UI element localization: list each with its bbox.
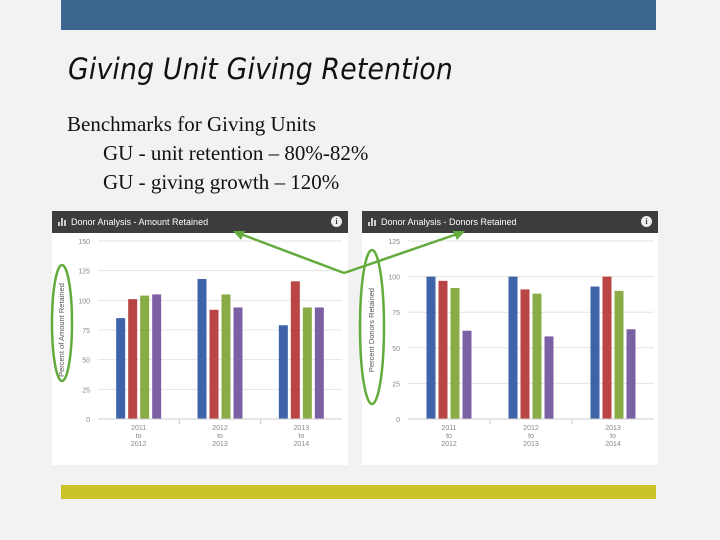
top-accent-bar — [61, 0, 656, 30]
chart-panel-donors-retained: Donor Analysis - Donors Retained i 0 25 50… — [362, 211, 658, 465]
bar[interactable] — [426, 276, 436, 419]
y-tick-label: 25 — [392, 381, 400, 388]
x-tick-label: 2013 — [523, 441, 539, 448]
bar[interactable] — [233, 307, 243, 419]
x-tick-label: 2012 — [441, 441, 457, 448]
bar-chart-icon — [368, 218, 377, 226]
x-tick-label: to — [446, 433, 452, 440]
x-tick-label: 2011 — [441, 425, 456, 432]
bar[interactable] — [544, 336, 554, 419]
info-icon[interactable]: i — [331, 216, 342, 227]
x-tick-label: to — [136, 433, 142, 440]
y-tick-label: 25 — [82, 387, 90, 394]
y-axis-title: Percent Donors Retained — [367, 288, 376, 372]
benchmarks-heading: Benchmarks for Giving Units — [67, 112, 317, 136]
bar[interactable] — [438, 280, 448, 419]
bar[interactable] — [314, 307, 324, 419]
bar[interactable] — [602, 276, 612, 419]
y-tick-label: 50 — [392, 346, 400, 353]
bar[interactable] — [614, 290, 624, 419]
x-tick-label: to — [217, 433, 223, 440]
x-tick-label: 2012 — [523, 425, 539, 432]
y-axis-title: Percent of Amount Retained — [57, 283, 66, 377]
chart-title: Donor Analysis - Amount Retained — [71, 217, 209, 227]
bar[interactable] — [508, 276, 518, 419]
chart-plot-amount-retained: 0 25 50 75 100 125 150 Percent of Amount Retain… — [57, 239, 342, 448]
y-tick-label: 0 — [396, 417, 400, 424]
y-tick-label: 125 — [388, 239, 400, 246]
bar[interactable] — [520, 289, 530, 419]
chart-title: Donor Analysis - Donors Retained — [381, 217, 517, 227]
bar[interactable] — [221, 294, 231, 419]
y-tick-label: 100 — [388, 275, 400, 282]
slide-title: Giving Unit Giving Retention — [68, 52, 454, 86]
x-tick-label: 2013 — [294, 425, 310, 432]
bar[interactable] — [290, 281, 300, 419]
bar[interactable] — [278, 325, 288, 419]
x-tick-label: 2011 — [131, 425, 146, 432]
x-tick-label: to — [528, 433, 534, 440]
bar[interactable] — [450, 287, 460, 419]
bar[interactable] — [590, 286, 600, 419]
chart-plot-donors-retained: 0 25 50 75 100 125 Percent Donors Retained 2011… — [367, 239, 654, 448]
chart-panel-amount-retained: Donor Analysis - Amount Retained i 0 25 50… — [52, 211, 348, 465]
benchmark-line-growth: GU - giving growth – 120% — [103, 170, 340, 194]
x-tick-label: 2012 — [212, 425, 228, 432]
y-tick-label: 50 — [82, 358, 90, 365]
bottom-accent-bar — [61, 485, 656, 499]
bar[interactable] — [116, 318, 126, 419]
y-tick-label: 125 — [78, 269, 90, 276]
bar[interactable] — [462, 330, 472, 419]
x-tick-label: to — [610, 433, 616, 440]
benchmark-line-retention: GU - unit retention – 80%-82% — [103, 141, 369, 165]
benchmarks-block: Benchmarks for Giving Units GU - unit re… — [67, 110, 368, 197]
y-tick-label: 0 — [86, 417, 90, 424]
bar[interactable] — [140, 295, 150, 419]
x-tick-label: to — [298, 433, 304, 440]
x-tick-label: 2012 — [131, 441, 147, 448]
bar[interactable] — [128, 299, 138, 419]
bar[interactable] — [209, 309, 219, 419]
y-tick-label: 75 — [82, 328, 90, 335]
bar[interactable] — [302, 307, 312, 419]
y-tick-label: 150 — [78, 239, 90, 246]
bar-chart-icon — [58, 218, 67, 226]
x-tick-label: 2013 — [212, 441, 228, 448]
bar[interactable] — [532, 293, 542, 419]
chart-header: Donor Analysis - Amount Retained i — [52, 211, 348, 233]
info-icon[interactable]: i — [641, 216, 652, 227]
x-tick-label: 2014 — [294, 441, 310, 448]
bar[interactable] — [197, 278, 207, 419]
x-tick-label: 2014 — [605, 441, 621, 448]
bar[interactable] — [152, 294, 162, 419]
bar[interactable] — [626, 329, 636, 419]
y-tick-label: 100 — [78, 298, 90, 305]
x-tick-label: 2013 — [605, 425, 621, 432]
chart-header: Donor Analysis - Donors Retained i — [362, 211, 658, 233]
y-tick-label: 75 — [392, 310, 400, 317]
